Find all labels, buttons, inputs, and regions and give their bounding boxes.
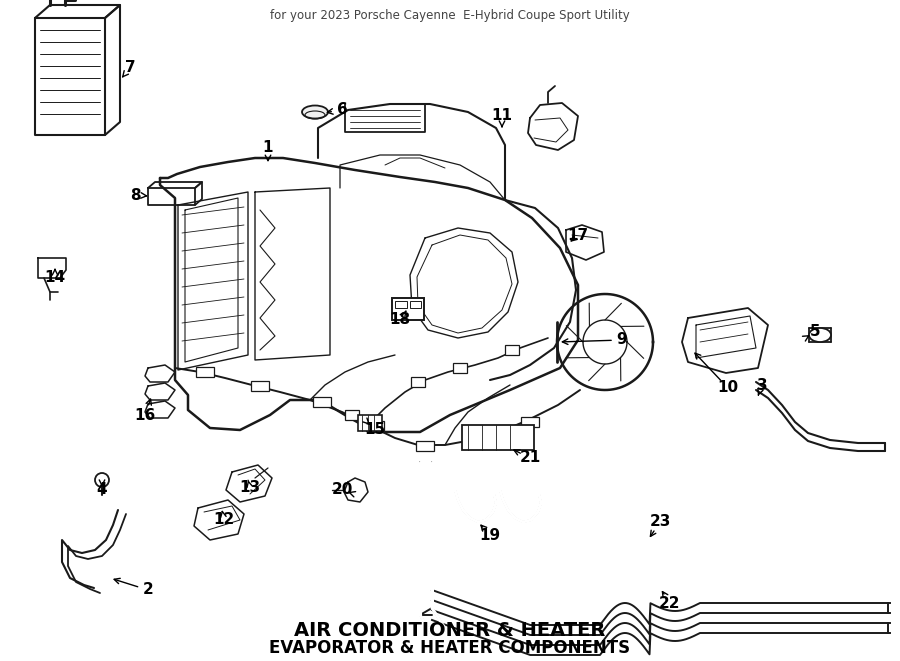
Bar <box>505 345 519 355</box>
Ellipse shape <box>302 106 328 118</box>
Bar <box>395 301 407 308</box>
Bar <box>469 435 487 445</box>
Text: 22: 22 <box>659 596 680 611</box>
Text: 19: 19 <box>480 527 500 543</box>
Text: 16: 16 <box>134 407 156 422</box>
Text: 12: 12 <box>213 512 235 527</box>
Text: 4: 4 <box>96 483 107 498</box>
Text: 7: 7 <box>125 61 135 75</box>
Text: 23: 23 <box>649 514 670 529</box>
Text: 20: 20 <box>331 483 353 498</box>
Text: 9: 9 <box>616 332 627 348</box>
Text: 1: 1 <box>263 141 274 155</box>
Bar <box>392 298 424 320</box>
Bar <box>410 301 421 308</box>
Text: 13: 13 <box>239 481 261 496</box>
Text: for your 2023 Porsche Cayenne  E-Hybrid Coupe Sport Utility: for your 2023 Porsche Cayenne E-Hybrid C… <box>270 9 630 22</box>
Bar <box>462 425 534 450</box>
Text: 17: 17 <box>567 227 589 243</box>
Bar <box>453 363 467 373</box>
Text: 21: 21 <box>519 451 541 465</box>
Text: 6: 6 <box>337 102 347 118</box>
Bar <box>521 417 539 427</box>
Text: 11: 11 <box>491 108 512 122</box>
Text: 18: 18 <box>390 313 410 327</box>
Text: 3: 3 <box>757 377 768 393</box>
Text: 5: 5 <box>810 325 820 340</box>
Text: 10: 10 <box>717 381 739 395</box>
Ellipse shape <box>809 328 831 342</box>
Bar <box>411 377 425 387</box>
Text: 8: 8 <box>130 188 140 202</box>
Text: 2: 2 <box>142 582 153 598</box>
Text: 15: 15 <box>364 422 385 438</box>
Bar <box>313 397 331 407</box>
Bar <box>196 367 214 377</box>
Bar <box>251 381 269 391</box>
Bar <box>345 410 359 420</box>
Bar <box>358 415 382 431</box>
Text: EVAPORATOR & HEATER COMPONENTS: EVAPORATOR & HEATER COMPONENTS <box>269 639 631 657</box>
Text: 14: 14 <box>44 270 66 286</box>
Bar <box>416 441 434 451</box>
Bar <box>366 421 384 431</box>
Text: AIR CONDITIONER & HEATER: AIR CONDITIONER & HEATER <box>294 621 606 639</box>
